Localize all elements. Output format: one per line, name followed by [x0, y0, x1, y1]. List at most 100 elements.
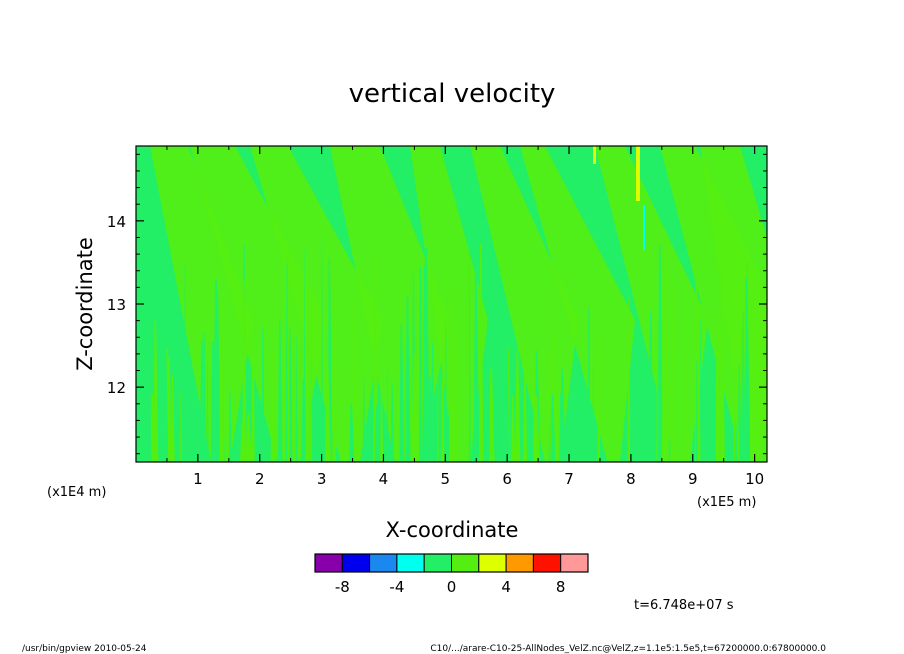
x-tick-label: 7: [564, 470, 574, 488]
field-streak: [627, 297, 631, 462]
field-streak: [441, 376, 445, 462]
field-streak: [270, 351, 276, 462]
field-band: [250, 146, 383, 462]
colorbar-tick-label: 0: [447, 578, 457, 596]
colorbar-frame: [314, 553, 589, 573]
x-tick-label: 4: [379, 470, 389, 488]
field-streak: [184, 263, 187, 462]
field-streak: [161, 280, 169, 462]
colorbar: -8 -4 0 4 8: [314, 553, 589, 596]
colorbar-swatch: [560, 553, 589, 573]
colorbar-swatch: [451, 553, 480, 573]
field-band: [595, 146, 708, 462]
field-streak: [742, 312, 746, 462]
field-streak: [344, 417, 346, 462]
field-streak: [478, 243, 484, 462]
x-tick-label: 5: [441, 470, 451, 488]
field-streak: [214, 290, 221, 462]
colorbar-swatch: [423, 553, 453, 573]
field-streak: [715, 310, 721, 462]
field-streak: [251, 303, 254, 462]
field-streak: [180, 392, 182, 462]
x-tick-label: 2: [255, 470, 265, 488]
field-streak: [167, 358, 171, 462]
colorbar-tick-label: -8: [335, 578, 350, 596]
field-streak: [390, 381, 395, 462]
field-streak: [580, 419, 583, 462]
field-streak: [357, 358, 360, 462]
field-streak: [489, 368, 495, 462]
field-streak: [219, 419, 225, 462]
colorbar-swatch: [396, 553, 425, 573]
field-streak: [415, 323, 417, 462]
field-streak: [399, 322, 405, 462]
colorbar-swatch: [532, 553, 562, 573]
field-streak: [321, 242, 323, 462]
field-streak: [437, 347, 439, 462]
footer-right: C10/.../arare-C10-25-AllNodes_VelZ.nc@Ve…: [430, 644, 826, 654]
field-streak: [699, 319, 702, 462]
field-streak: [386, 370, 388, 462]
field-streak: [153, 320, 159, 462]
field-streak: [560, 368, 566, 462]
field-streak: [634, 397, 637, 462]
time-label: t=6.748e+07 s: [634, 598, 734, 613]
field-streak: [719, 267, 725, 462]
field-streak: [593, 364, 595, 462]
field-streak: [170, 375, 175, 462]
field-streak: [309, 316, 312, 462]
field-streak: [548, 420, 551, 462]
field-streak: [380, 377, 384, 462]
x-tick-label: 10: [745, 470, 764, 488]
y-tick-label: 12: [107, 379, 126, 397]
field-streak: [419, 266, 423, 462]
field-band: [700, 146, 767, 462]
field-band: [150, 146, 253, 462]
colorbar-swatch: [341, 553, 371, 573]
y-tick-label: 13: [107, 296, 126, 314]
field-streak: [199, 340, 206, 462]
field-streak: [301, 379, 307, 462]
field-streak: [670, 286, 675, 462]
field-streak: [648, 311, 654, 462]
field-streak: [342, 330, 345, 462]
field-band: [190, 146, 327, 462]
field-streak: [245, 412, 252, 462]
colorbar-swatch: [478, 553, 507, 573]
field-coldspot: [643, 205, 645, 250]
field-streak: [468, 252, 471, 462]
field-streak: [733, 367, 740, 462]
field-streak: [229, 391, 232, 462]
field-streak: [657, 244, 663, 462]
field-streak: [261, 327, 265, 462]
x-tick-label: 3: [317, 470, 327, 488]
field-streak: [515, 349, 521, 462]
field-band: [520, 146, 635, 462]
field-streak: [175, 357, 179, 462]
y-tick-label: 14: [107, 213, 126, 231]
field-streak: [187, 396, 190, 462]
field-streak: [206, 362, 209, 462]
colorbar-tick-label: -4: [389, 578, 404, 596]
field-streak: [352, 295, 358, 462]
field-streak: [453, 285, 459, 462]
velocity-field: [136, 146, 767, 462]
x-tick-label: 6: [502, 470, 512, 488]
field-streak: [486, 319, 489, 462]
y-axis-label: Z-coordinate: [73, 237, 97, 371]
field-streak: [642, 347, 644, 462]
field-streak: [144, 377, 146, 462]
chart-title: vertical velocity: [349, 79, 556, 109]
field-streak: [422, 322, 429, 462]
field-streak: [362, 376, 366, 462]
field-streak: [349, 403, 355, 462]
field-streak: [474, 371, 478, 462]
field-streak: [546, 351, 552, 462]
colorbar-swatch: [314, 553, 343, 573]
field-hotspot: [593, 146, 596, 164]
colorbar-tick-label: 8: [556, 578, 566, 596]
field-streak: [533, 395, 540, 462]
field-streak: [520, 352, 523, 462]
y-axis-ticks: 12 13 14: [107, 153, 767, 455]
x-tick-label: 8: [626, 470, 636, 488]
